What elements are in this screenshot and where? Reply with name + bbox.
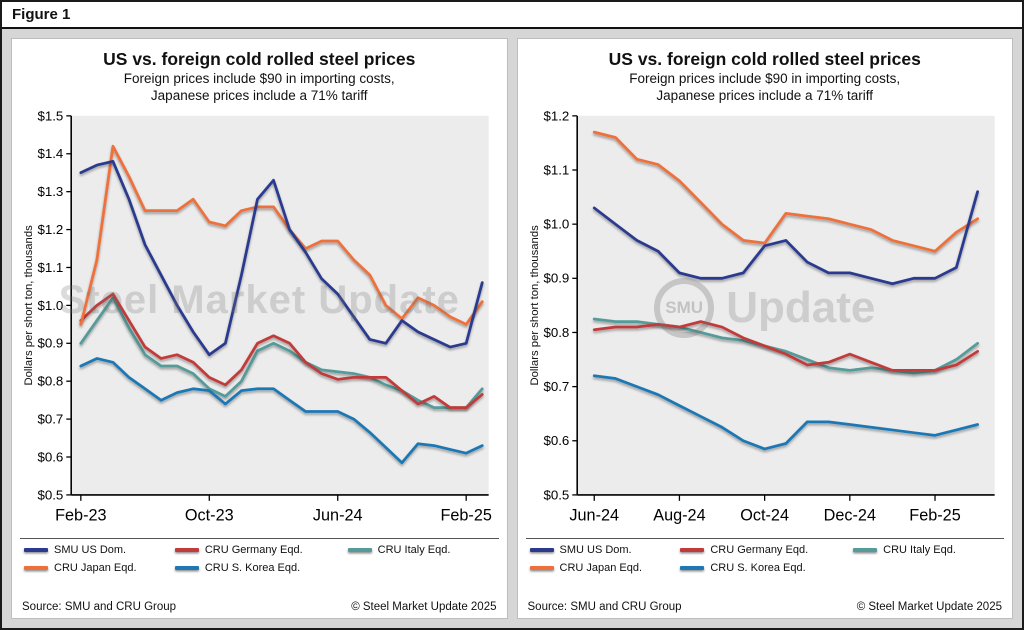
legend-item: SMU US Dom.: [24, 544, 171, 556]
svg-text:$0.6: $0.6: [37, 449, 63, 464]
svg-text:Dollars per short ton, thousan: Dollars per short ton, thousands: [528, 225, 540, 386]
legend-item: CRU Germany Eqd.: [174, 544, 344, 557]
legend-swatch: [853, 548, 878, 553]
legend-label: CRU Italy Eqd.: [377, 544, 451, 557]
svg-text:$0.5: $0.5: [543, 487, 569, 502]
legend-swatch: [529, 566, 554, 571]
svg-text:$1.0: $1.0: [37, 298, 63, 313]
svg-text:Feb-25: Feb-25: [909, 506, 960, 524]
legend-item: CRU Japan Eqd.: [529, 562, 677, 575]
source-note: Source: SMU and CRU Group: [527, 601, 682, 613]
legend-swatch: [347, 548, 372, 553]
svg-text:Aug-24: Aug-24: [653, 506, 705, 524]
svg-text:Feb-23: Feb-23: [55, 506, 106, 524]
legend-item: CRU S. Korea Eqd.: [174, 562, 344, 575]
chart-subtitle: Foreign prices include $90 in importing …: [20, 71, 499, 105]
copyright-note: © Steel Market Update 2025: [856, 601, 1002, 613]
legend: SMU US Dom. CRU Germany Eqd. CRU Italy Eqd…: [20, 538, 499, 576]
svg-text:$1.0: $1.0: [543, 216, 569, 231]
chart-title: US vs. foreign cold rolled steel prices: [608, 49, 921, 69]
svg-text:$0.8: $0.8: [37, 373, 63, 388]
legend-swatch: [174, 566, 199, 571]
svg-text:$1.4: $1.4: [37, 146, 63, 161]
source-note: Source: SMU and CRU Group: [22, 601, 177, 613]
chart-subtitle: Foreign prices include $90 in importing …: [526, 71, 1005, 105]
svg-text:$0.8: $0.8: [543, 325, 569, 340]
panel-footer: Source: SMU and CRU Group © Steel Market…: [526, 597, 1005, 613]
legend-item: CRU Italy Eqd.: [853, 544, 1000, 556]
chart-panel-left: US vs. foreign cold rolled steel prices …: [11, 38, 508, 619]
legend-item: CRU S. Korea Eqd.: [680, 562, 849, 574]
svg-text:Feb-25: Feb-25: [440, 506, 491, 524]
svg-text:Jun-24: Jun-24: [313, 506, 363, 524]
svg-text:$1.2: $1.2: [37, 222, 63, 237]
legend-label: CRU Germany Eqd.: [710, 544, 809, 557]
panel-footer: Source: SMU and CRU Group © Steel Market…: [20, 597, 499, 613]
legend-item: SMU US Dom.: [529, 544, 677, 557]
svg-text:Jun-24: Jun-24: [569, 506, 619, 524]
legend-label: CRU Italy Eqd.: [883, 544, 956, 557]
legend-label: SMU US Dom.: [54, 544, 127, 557]
svg-text:$1.1: $1.1: [37, 260, 63, 275]
legend-item: CRU Italy Eqd.: [347, 544, 495, 557]
chart-area-left: $0.5 $0.6 $0.7 $0.8 $0.9 $1.0 $1.1 $1.2 $1.3 $1.4…: [20, 107, 499, 536]
legend: SMU US Dom. CRU Germany Eqd. CRU Italy Eqd…: [525, 538, 1004, 576]
legend-label: SMU US Dom.: [559, 544, 632, 557]
legend-swatch: [680, 548, 705, 553]
chart-subtitle-line1: Foreign prices include $90 in importing …: [629, 71, 901, 86]
svg-text:$0.7: $0.7: [37, 411, 63, 426]
svg-text:Oct-24: Oct-24: [740, 506, 789, 524]
line-chart-right: $0.5 $0.6 $0.7 $0.8 $0.9 $1.0 $1.1 $1.2 Jun-24 Au…: [528, 108, 995, 524]
svg-text:Oct-23: Oct-23: [185, 506, 234, 524]
chart-subtitle-line2: Japanese prices include a 71% tariff: [150, 87, 368, 103]
legend-swatch: [529, 548, 554, 553]
legend-swatch: [24, 548, 48, 553]
legend-swatch: [174, 548, 199, 553]
legend-item: CRU Japan Eqd.: [24, 562, 171, 574]
legend-swatch: [680, 566, 705, 571]
chart-area-right: $0.5 $0.6 $0.7 $0.8 $0.9 $1.0 $1.1 $1.2 Jun-24 Au…: [526, 107, 1005, 536]
legend-label: CRU S. Korea Eqd.: [710, 562, 806, 575]
copyright-note: © Steel Market Update 2025: [351, 601, 497, 613]
line-chart-left: $0.5 $0.6 $0.7 $0.8 $0.9 $1.0 $1.1 $1.2 $1.3 $1.4…: [23, 108, 492, 524]
svg-text:Dec-24: Dec-24: [823, 506, 875, 524]
legend-label: CRU Japan Eqd.: [559, 562, 643, 575]
svg-text:$1.2: $1.2: [543, 108, 569, 123]
svg-text:$0.9: $0.9: [543, 270, 569, 285]
chart-title: US vs. foreign cold rolled steel prices: [103, 49, 416, 69]
charts-row: US vs. foreign cold rolled steel prices …: [2, 29, 1022, 628]
svg-text:$0.7: $0.7: [543, 379, 569, 394]
legend-label: CRU Germany Eqd.: [204, 544, 303, 557]
chart-panel-right: US vs. foreign cold rolled steel prices …: [516, 38, 1013, 619]
svg-text:$1.1: $1.1: [543, 162, 569, 177]
legend-swatch: [24, 566, 48, 571]
chart-subtitle-line1: Foreign prices include $90 in importing …: [123, 71, 395, 86]
svg-text:$1.5: $1.5: [37, 108, 63, 123]
legend-label: CRU Japan Eqd.: [54, 562, 137, 575]
figure-label: Figure 1: [2, 2, 1022, 29]
svg-text:$1.3: $1.3: [37, 184, 63, 199]
svg-text:$0.6: $0.6: [543, 433, 569, 448]
svg-text:$0.5: $0.5: [37, 487, 63, 502]
chart-subtitle-line2: Japanese prices include a 71% tariff: [656, 87, 874, 103]
svg-text:Dollars per short ton, thousan: Dollars per short ton, thousands: [23, 225, 35, 386]
svg-text:$0.9: $0.9: [37, 335, 63, 350]
legend-item: CRU Germany Eqd.: [680, 544, 849, 556]
legend-label: CRU S. Korea Eqd.: [204, 562, 301, 575]
